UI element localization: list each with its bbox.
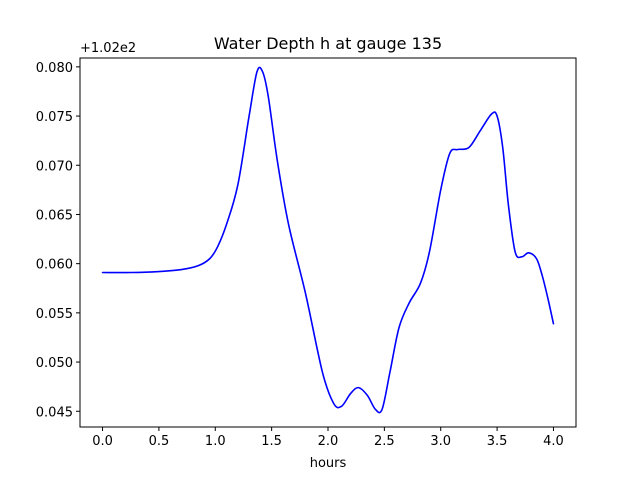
y-tick-label: 0.065 [36,208,73,223]
x-tick-label: 4.0 [543,434,564,449]
x-tick-label: 0.0 [92,434,113,449]
x-tick-label: 3.0 [430,434,451,449]
x-tick-label: 1.5 [261,434,282,449]
y-offset-label: +1.02e2 [80,41,136,56]
x-tick-label: 0.5 [149,434,170,449]
series-layer [101,66,555,414]
plot-area [80,58,576,427]
y-tick-label: 0.075 [36,110,73,125]
x-tick-label: 2.5 [374,434,395,449]
x-tick-label: 1.0 [205,434,226,449]
y-tick-label: 0.080 [36,61,73,76]
y-ticks: 0.045 0.050 0.055 0.060 0.065 0.070 0.075 0.080 [36,61,80,420]
series-line [101,66,555,414]
x-tick-label: 2.0 [318,434,339,449]
x-tick-label: 3.5 [487,434,508,449]
y-tick-label: 0.045 [36,405,73,420]
y-tick-label: 0.055 [36,307,73,322]
x-axis-label: hours [310,456,347,471]
plot-frame [79,57,577,428]
x-ticks: 0.0 0.5 1.0 1.5 2.0 2.5 3.0 3.5 4.0 [92,427,564,449]
y-tick-label: 0.050 [36,356,73,371]
y-tick-label: 0.060 [36,258,73,273]
chart-title: Water Depth h at gauge 135 [214,34,442,53]
y-tick-label: 0.070 [36,159,73,174]
